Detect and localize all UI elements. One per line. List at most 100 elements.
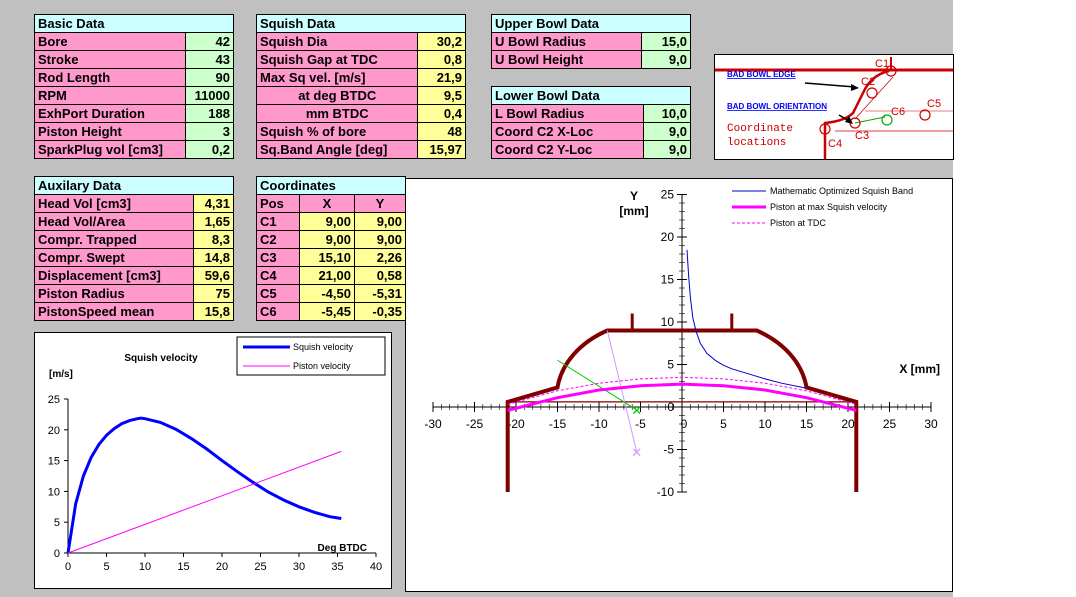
table-row: Compr. Trapped 8,3: [33, 230, 234, 249]
table-row: Squish % of bore 48: [255, 122, 466, 141]
coordinates-table: Coordinates Pos X Y C1 9,00 9,00 C2 9,00 9,00…: [256, 176, 407, 321]
coord-x[interactable]: 15,10: [298, 248, 355, 267]
coord-y[interactable]: -0,35: [353, 302, 407, 321]
coord-y[interactable]: 9,00: [353, 230, 407, 249]
row-label: Bore: [34, 32, 186, 51]
table-title: Coordinates: [256, 176, 406, 195]
coord-pos: C1: [256, 212, 300, 231]
table-row: C2 9,00 9,00: [256, 230, 407, 249]
row-value[interactable]: 10,0: [643, 104, 691, 123]
upper-bowl-table: Upper Bowl Data U Bowl Radius 15,0 U Bowl …: [491, 14, 692, 69]
bowl-profile: [823, 69, 890, 159]
series-line: [66, 416, 342, 554]
row-value[interactable]: 9,0: [643, 122, 691, 141]
row-value[interactable]: 0,2: [184, 140, 235, 159]
coord-x[interactable]: -4,50: [298, 284, 355, 303]
coord-pos: C4: [256, 266, 300, 285]
coord-y[interactable]: 2,26: [353, 248, 407, 267]
x-tick-label: -10: [590, 417, 608, 431]
c5-label: C5: [927, 98, 941, 110]
table-row: C4 21,00 0,58: [256, 266, 407, 285]
row-value[interactable]: 59,6: [193, 266, 234, 285]
coord-y[interactable]: 9,00: [353, 212, 407, 231]
row-label: Head Vol [cm3]: [33, 194, 195, 213]
coord-x[interactable]: -5,45: [298, 302, 355, 321]
x-tick-label: 25: [883, 417, 897, 431]
x-tick-label: 15: [177, 561, 189, 573]
row-value[interactable]: 188: [184, 104, 235, 123]
row-label: Squish % of bore: [255, 122, 419, 141]
row-value[interactable]: 11000: [184, 86, 235, 105]
coord-y[interactable]: 0,58: [353, 266, 407, 285]
row-label: Stroke: [34, 50, 186, 69]
table-title: Upper Bowl Data: [491, 14, 691, 33]
y-tick-label: 5: [667, 358, 674, 372]
y-tick-label: 5: [54, 517, 60, 529]
row-value[interactable]: 15,97: [417, 140, 466, 159]
coord-x[interactable]: 9,00: [298, 230, 355, 249]
coord-x[interactable]: 21,00: [298, 266, 355, 285]
row-value[interactable]: 9,5: [417, 86, 466, 105]
bad-bowl-edge-label: BAD BOWL EDGE: [727, 70, 796, 79]
bowl-diagram-panel: BAD BOWL EDGE BAD BOWL ORIENTATION Coord…: [714, 54, 954, 160]
table-row: PistonSpeed mean 15,8: [33, 302, 234, 321]
squish-velocity-chart-panel: 0 5 10 15 20 25 0 5 10 15 20 25 30 35 40 Squish velocit…: [34, 332, 392, 589]
profile-chart: -30 -25 -20 -15 -10 -5 0 5 10 15 20 25 30 -10 -5 0 5 10 15…: [424, 186, 940, 499]
table-title: Lower Bowl Data: [491, 86, 691, 105]
x-tick-label: 30: [293, 561, 305, 573]
row-label: Rod Length: [34, 68, 186, 87]
coord-x[interactable]: 9,00: [298, 212, 355, 231]
row-label: U Bowl Radius: [491, 32, 642, 51]
x-tick-label: -15: [549, 417, 567, 431]
cylinder-head-outline: [505, 328, 859, 492]
x-axis-label: Deg BTDC: [318, 543, 367, 554]
series-piston-tdc: [507, 376, 857, 405]
y-tick-label: 25: [48, 394, 60, 406]
c2-marker: [866, 87, 878, 99]
table-row: Piston Height 3: [34, 122, 235, 141]
table-row: Displacement [cm3] 59,6: [33, 266, 234, 285]
x-tick-label: 15: [800, 417, 814, 431]
x-tick-label: 0: [681, 417, 688, 431]
row-value[interactable]: 30,2: [417, 32, 466, 51]
row-value[interactable]: 4,31: [193, 194, 234, 213]
legend-box: [236, 336, 386, 376]
table-row: SparkPlug vol [cm3] 0,2: [34, 140, 235, 159]
c2-label: C2: [861, 76, 875, 88]
row-value[interactable]: 9,0: [640, 50, 692, 69]
table-row: Stroke 43: [34, 50, 235, 69]
bowl-diagram: BAD BOWL EDGE BAD BOWL ORIENTATION Coord…: [715, 57, 953, 159]
row-value[interactable]: 43: [184, 50, 235, 69]
table-title: Auxilary Data: [34, 176, 234, 195]
row-value[interactable]: 42: [184, 32, 235, 51]
coord-y[interactable]: -5,31: [353, 284, 407, 303]
row-label: SparkPlug vol [cm3]: [34, 140, 186, 159]
row-value[interactable]: 15,0: [640, 32, 692, 51]
edge-arrowhead: [851, 84, 859, 91]
row-label: U Bowl Height: [491, 50, 642, 69]
row-value[interactable]: 90: [184, 68, 235, 87]
row-label: Coord C2 Y-Loc: [490, 140, 645, 159]
row-label: Sq.Band Angle [deg]: [255, 140, 419, 159]
row-value[interactable]: 8,3: [193, 230, 234, 249]
row-value[interactable]: 75: [193, 284, 234, 303]
row-value[interactable]: 0,4: [417, 104, 466, 123]
y-tick-label: 10: [661, 315, 675, 329]
table-row: Compr. Swept 14,8: [33, 248, 234, 267]
table-row: Coord C2 X-Loc 9,0: [490, 122, 691, 141]
col-header: Pos: [256, 194, 300, 213]
x-tick-label: 35: [331, 561, 343, 573]
row-value[interactable]: 15,8: [193, 302, 234, 321]
row-value[interactable]: 21,9: [417, 68, 466, 87]
row-value[interactable]: 0,8: [417, 50, 466, 69]
row-value[interactable]: 9,0: [643, 140, 691, 159]
row-value[interactable]: 14,8: [193, 248, 234, 267]
y-axis-label: Y: [630, 189, 638, 203]
squish-velocity-chart: 0 5 10 15 20 25 0 5 10 15 20 25 30 35 40 Squish velocit…: [48, 336, 386, 573]
row-value[interactable]: 3: [184, 122, 235, 141]
row-value[interactable]: 48: [417, 122, 466, 141]
table-row: Squish Gap at TDC 0,8: [255, 50, 466, 69]
row-value[interactable]: 1,65: [193, 212, 234, 231]
y-axis-label-unit: [mm]: [619, 204, 648, 218]
row-label: at deg BTDC: [255, 86, 419, 105]
